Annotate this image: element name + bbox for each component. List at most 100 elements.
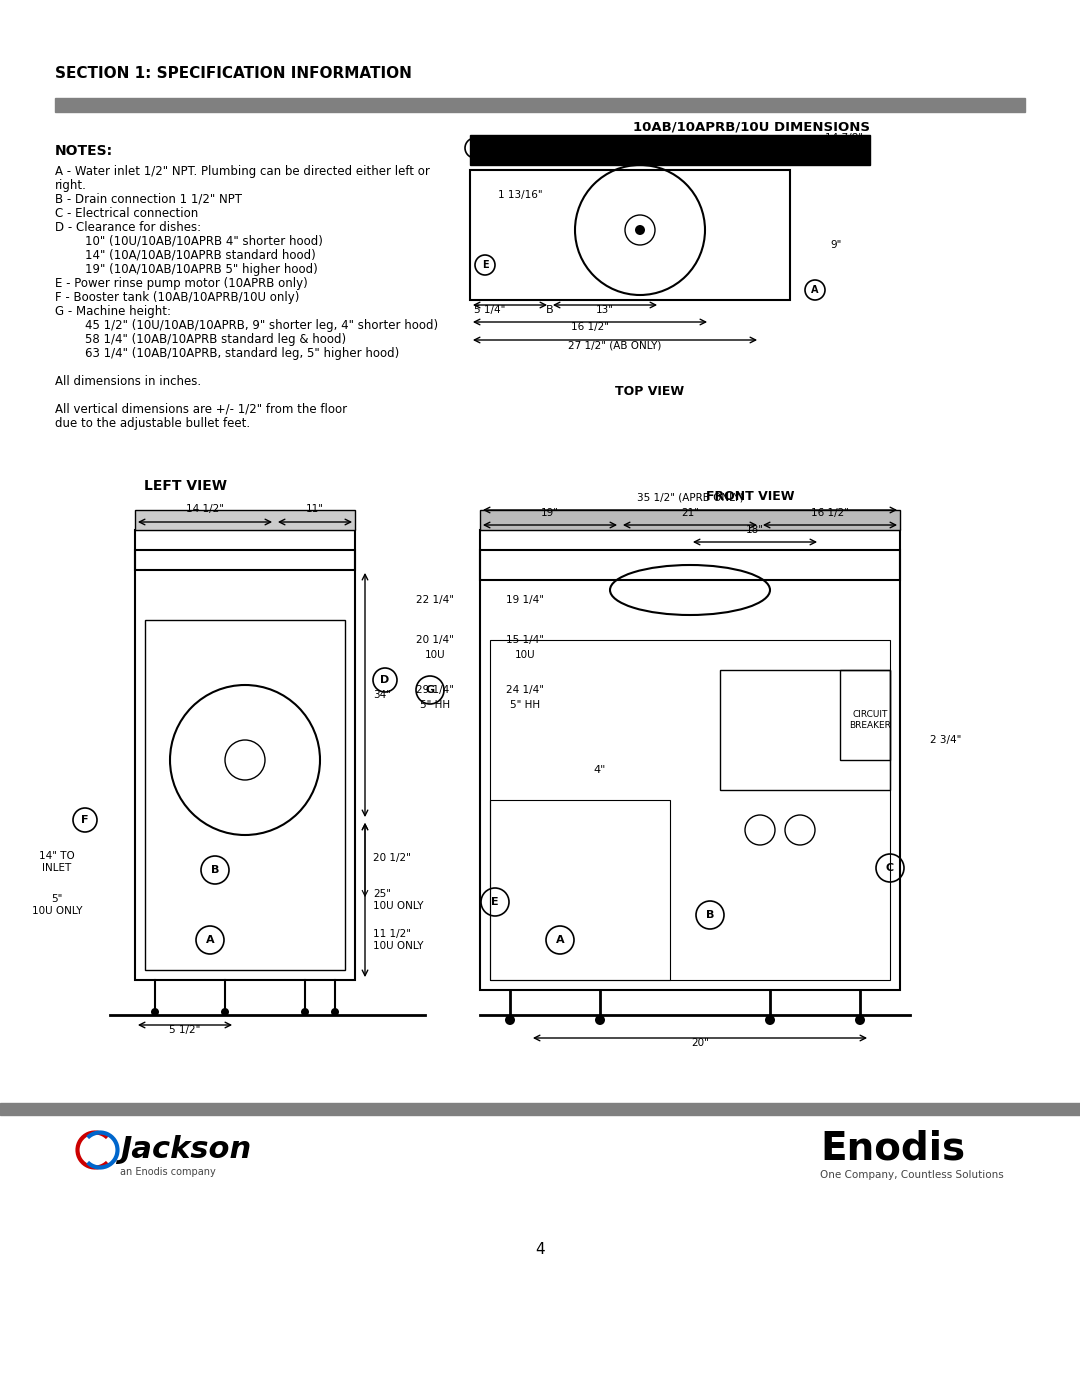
Bar [135,529,355,570]
Text: 5" HH: 5" HH [420,700,450,710]
Text: NOTES:: NOTES: [55,144,113,158]
Text: 58 1/4" (10AB/10APRB standard leg & hood): 58 1/4" (10AB/10APRB standard leg & hood… [55,332,346,346]
Text: FRONT VIEW: FRONT VIEW [705,490,794,503]
Text: 10AB/10APRB/10U DIMENSIONS: 10AB/10APRB/10U DIMENSIONS [633,120,870,133]
Text: B: B [706,909,714,921]
Text: E: E [482,260,488,270]
Bar [135,550,355,981]
Bar [480,550,900,990]
Text: 2 3/4": 2 3/4" [930,735,961,745]
Text: G: G [426,685,434,694]
Bar [55,98,1025,112]
Text: All vertical dimensions are +/- 1/2" from the floor: All vertical dimensions are +/- 1/2" fro… [55,402,347,416]
Text: A: A [811,285,819,295]
Circle shape [595,1016,605,1025]
Text: Jackson: Jackson [120,1136,252,1165]
Text: B: B [546,305,554,314]
Circle shape [855,1016,865,1025]
Text: LEFT VIEW: LEFT VIEW [144,479,227,493]
Text: 11": 11" [306,504,324,514]
Text: E: E [491,897,499,907]
Text: 19" (10A/10AB/10APRB 5" higher hood): 19" (10A/10AB/10APRB 5" higher hood) [55,263,318,277]
Text: 9": 9" [831,240,841,250]
Bar [470,136,870,165]
Text: 11 1/2"
10U ONLY: 11 1/2" 10U ONLY [373,929,423,951]
Text: 14" TO
INLET: 14" TO INLET [39,851,75,873]
Text: CIRCUIT
BREAKER: CIRCUIT BREAKER [849,710,891,729]
Text: 18": 18" [746,525,764,535]
Bar [480,510,900,529]
Bar [145,620,345,970]
Text: 10U: 10U [515,650,536,659]
Bar [470,170,789,300]
Circle shape [505,1016,515,1025]
Text: 5" HH: 5" HH [510,700,540,710]
Bar [135,510,355,529]
Text: 1 13/16": 1 13/16" [498,190,542,200]
Circle shape [301,1009,309,1016]
Text: 19": 19" [541,509,559,518]
Text: 63 1/4" (10AB/10APRB, standard leg, 5" higher hood): 63 1/4" (10AB/10APRB, standard leg, 5" h… [55,346,400,360]
Text: 22 1/4": 22 1/4" [416,595,454,605]
Bar [840,671,890,760]
Text: 15 1/4": 15 1/4" [507,636,544,645]
Text: C - Electrical connection: C - Electrical connection [55,207,199,219]
Text: G - Machine height:: G - Machine height: [55,305,171,319]
Text: 29 1/4": 29 1/4" [416,685,454,694]
Text: C: C [886,863,894,873]
Text: 45 1/2" (10U/10AB/10APRB, 9" shorter leg, 4" shorter hood): 45 1/2" (10U/10AB/10APRB, 9" shorter leg… [55,319,438,332]
Text: 5 1/2": 5 1/2" [170,1025,201,1035]
Text: F: F [472,142,478,154]
Circle shape [221,1009,229,1016]
Text: 35 1/2" (APRB ONLY): 35 1/2" (APRB ONLY) [636,493,743,503]
Text: 14 7/8"
TO THE
WALL: 14 7/8" TO THE WALL [825,133,863,166]
Circle shape [151,1009,159,1016]
Circle shape [330,1009,339,1016]
Bar [0,1104,1080,1115]
Text: 5"
10U ONLY: 5" 10U ONLY [31,894,82,916]
Text: A: A [556,935,565,944]
Text: 20 1/4": 20 1/4" [416,636,454,645]
Text: B: B [211,865,219,875]
Bar [720,671,890,789]
Text: E - Power rinse pump motor (10APRB only): E - Power rinse pump motor (10APRB only) [55,277,308,291]
Text: TOP VIEW: TOP VIEW [616,386,685,398]
Text: right.: right. [55,179,86,191]
Text: 14" (10A/10AB/10APRB standard hood): 14" (10A/10AB/10APRB standard hood) [55,249,315,263]
Text: 20": 20" [691,1038,708,1048]
Text: A: A [205,935,214,944]
Text: SECTION 1: SPECIFICATION INFORMATION: SECTION 1: SPECIFICATION INFORMATION [55,66,411,81]
Text: F - Booster tank (10AB/10APRB/10U only): F - Booster tank (10AB/10APRB/10U only) [55,291,299,305]
Bar [490,640,890,981]
Text: an Enodis company: an Enodis company [120,1166,216,1178]
Text: F: F [81,814,89,826]
Text: 21": 21" [681,509,699,518]
Text: 10U: 10U [424,650,445,659]
Text: Enodis: Enodis [820,1129,966,1166]
Text: 16 1/2": 16 1/2" [811,509,849,518]
Text: 19 1/4": 19 1/4" [507,595,544,605]
Text: 24 1/4": 24 1/4" [507,685,544,694]
Text: 25"
10U ONLY: 25" 10U ONLY [373,890,423,911]
Text: 10" (10U/10AB/10APRB 4" shorter hood): 10" (10U/10AB/10APRB 4" shorter hood) [55,235,323,249]
Text: 5 1/4": 5 1/4" [474,305,505,314]
Text: 27 1/2" (AB ONLY): 27 1/2" (AB ONLY) [568,339,662,351]
Circle shape [635,225,645,235]
Bar [490,800,670,981]
Text: One Company, Countless Solutions: One Company, Countless Solutions [820,1171,1003,1180]
Text: All dimensions in inches.: All dimensions in inches. [55,374,201,388]
Text: 16 1/2": 16 1/2" [571,321,609,332]
Bar [480,529,900,580]
Text: D: D [380,675,390,685]
Text: 20 1/2": 20 1/2" [373,854,410,863]
Text: 4: 4 [536,1242,544,1257]
Text: 34": 34" [373,690,391,700]
Text: B - Drain connection 1 1/2" NPT: B - Drain connection 1 1/2" NPT [55,193,242,205]
Text: A - Water inlet 1/2" NPT. Plumbing can be directed either left or: A - Water inlet 1/2" NPT. Plumbing can b… [55,165,430,177]
Text: 13": 13" [596,305,615,314]
Bar [0,0,1080,105]
Circle shape [765,1016,775,1025]
Text: 4": 4" [594,766,606,775]
Text: D - Clearance for dishes:: D - Clearance for dishes: [55,221,201,235]
Text: due to the adjustable bullet feet.: due to the adjustable bullet feet. [55,416,251,430]
